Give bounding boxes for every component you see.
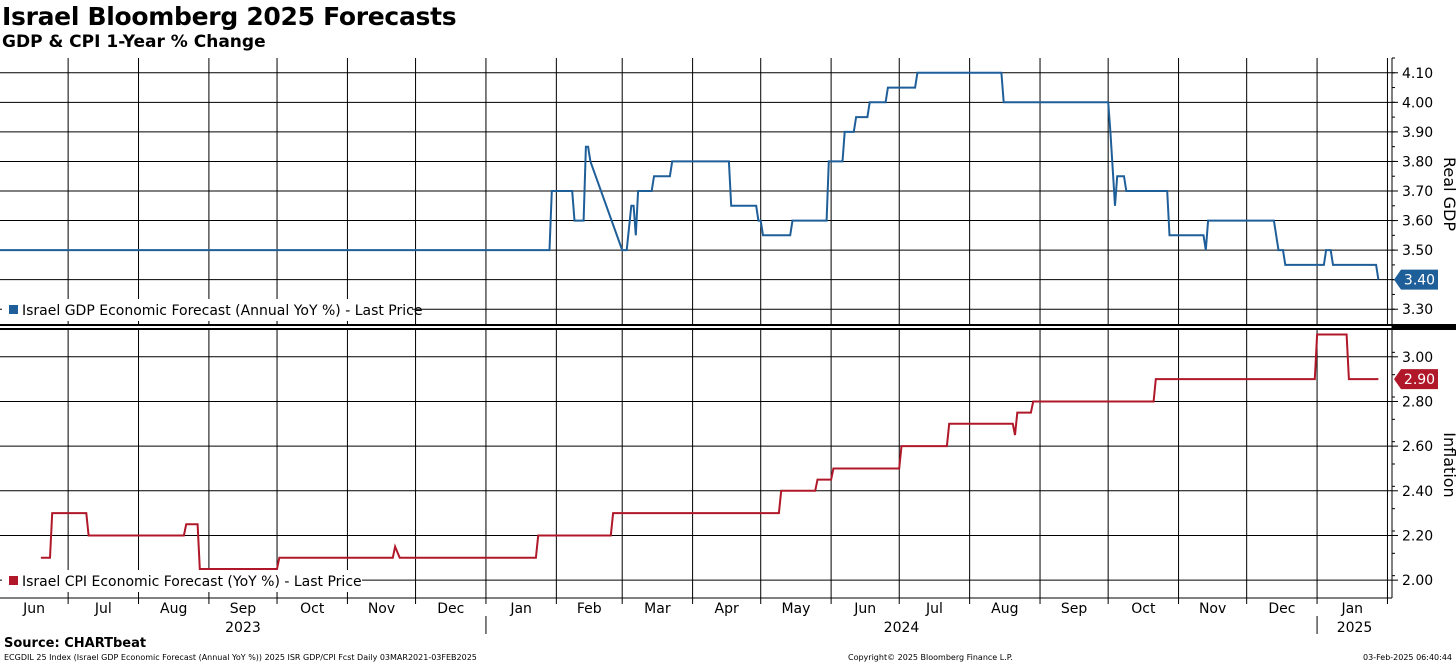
x-month-label: Jul [925,601,943,617]
top-y-tick-label: 3.50 [1402,243,1433,259]
x-month-label: Jul [94,601,112,617]
cpi-last-value-badge: 2.90 [1394,369,1438,390]
x-month-label: Jun [853,601,876,617]
cpi-badge-shape [1394,369,1438,390]
bottom-y-tick-label: 2.60 [1402,439,1433,455]
source-note: Source: CHARTbeat [4,636,147,651]
x-month-label: Sep [1061,601,1088,617]
bottom-y-tick-label: 2.20 [1402,528,1433,544]
x-month-label: May [781,601,810,617]
x-month-label: Aug [160,601,187,617]
gdp-legend-text: Israel GDP Economic Forecast (Annual YoY… [22,303,422,319]
x-month-label: Aug [991,601,1018,617]
index-info: ECGDIL 25 Index (Israel GDP Economic For… [4,653,477,662]
chart-canvas: 4.10 4.00 3.90 3.80 3.70 3.60 3.50 3.40 3.30 Rea… [0,57,1456,636]
cpi-last-value: 2.90 [1404,372,1435,388]
top-gridlines [0,58,1392,324]
bottom-y-tick-label: 3.00 [1402,350,1433,366]
bottom-gridlines [0,330,1392,598]
x-month-label: Jun [22,601,45,617]
x-year-label: 2023 [225,620,261,636]
gdp-series-line [0,71,1380,280]
top-y-axis-ticks: 4.10 4.00 3.90 3.80 3.70 3.60 3.50 3.40 3.30 [1392,57,1433,318]
x-year-label: 2025 [1337,620,1373,636]
chart-subtitle: GDP & CPI 1-Year % Change [2,32,266,52]
top-y-tick-label: 4.00 [1402,95,1433,111]
x-month-label: Oct [1131,601,1156,617]
top-y-tick-label: 3.90 [1402,125,1433,141]
gdp-badge-shape [1394,269,1438,290]
x-month-label: Nov [1199,601,1226,617]
x-month-label: Dec [437,601,464,617]
x-axis-ticks [67,598,1388,604]
top-panel: 4.10 4.00 3.90 3.80 3.70 3.60 3.50 3.40 3.30 Rea… [0,57,1456,324]
top-y-axis-label: Real GDP [1440,157,1456,231]
x-year-label: 2024 [884,620,920,636]
panel-separator [0,324,1456,330]
cpi-legend-swatch [9,576,18,585]
bottom-y-axis-label: Inflation [1440,432,1456,497]
bottom-panel: 3.00 2.80 2.60 2.40 2.20 2.00 Inflation Israe… [0,330,1456,598]
top-y-tick-label: 3.60 [1402,214,1433,230]
x-month-label: Jan [509,601,532,617]
bottom-y-tick-label: 2.00 [1402,573,1433,589]
copyright: Copyright© 2025 Bloomberg Finance L.P. [848,653,1013,662]
x-month-label: Mar [644,601,671,617]
x-month-label: Sep [230,601,257,617]
gdp-legend: Israel GDP Economic Forecast (Annual YoY… [2,299,422,321]
top-y-tick-label: 3.80 [1402,154,1433,170]
top-y-tick-label: 4.10 [1402,66,1433,82]
gdp-last-value: 3.40 [1404,273,1435,289]
gdp-legend-box [2,299,412,321]
x-axis-year-labels: 2023 2024 2025 [225,616,1372,636]
bottom-y-tick-label: 2.80 [1402,394,1433,410]
top-y-tick-label: 3.30 [1402,302,1433,318]
top-y-tick-label: 3.70 [1402,184,1433,200]
x-month-label: Dec [1268,601,1295,617]
x-month-label: Oct [300,601,325,617]
cpi-series-line [40,333,1379,570]
x-month-label: Feb [577,601,602,617]
cpi-legend-text: Israel CPI Economic Forecast (YoY %) - L… [22,574,362,590]
chart-title: Israel Bloomberg 2025 Forecasts [2,2,457,31]
x-month-label: Nov [368,601,395,617]
x-month-label: Jan [1340,601,1363,617]
x-month-label: Apr [715,601,739,617]
x-axis: Jun Jul Aug Sep Oct Nov Dec Jan Feb Mar Apr May Jun J… [0,597,1392,636]
timestamp: 03-Feb-2025 06:40:44 [1363,653,1452,662]
cpi-legend-box [2,570,362,592]
gdp-legend-swatch [9,305,18,314]
cpi-legend: Israel CPI Economic Forecast (YoY %) - L… [2,570,362,592]
bottom-y-tick-label: 2.40 [1402,484,1433,500]
gdp-last-value-badge: 3.40 [1394,269,1438,290]
x-axis-month-labels: Jun Jul Aug Sep Oct Nov Dec Jan Feb Mar Apr May Jun J… [22,601,1363,617]
